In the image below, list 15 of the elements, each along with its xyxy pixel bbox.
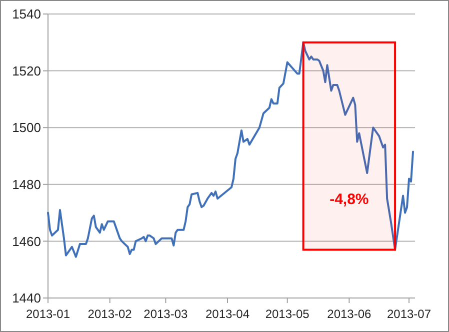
x-tick-label: 2013-05 [265, 307, 310, 321]
y-tick-label: 1540 [12, 6, 41, 22]
x-tick-label: 2013-07 [386, 307, 432, 321]
y-tick-label: 1460 [12, 234, 41, 249]
x-tick-label: 2013-02 [88, 307, 132, 321]
y-tick-label: 1480 [12, 176, 41, 192]
x-tick-label: 2013-04 [205, 307, 250, 321]
line-series [47, 41, 414, 258]
y-tick-label: 1520 [12, 63, 41, 78]
x-tick-label: 2013-03 [144, 307, 188, 321]
y-tick-label: 1440 [12, 290, 41, 306]
x-tick-label: 2013-01 [26, 307, 70, 321]
x-tick-label: 2013-06 [327, 307, 372, 321]
band-label: -4,8% [330, 191, 369, 208]
y-tick-label: 1500 [12, 120, 41, 136]
